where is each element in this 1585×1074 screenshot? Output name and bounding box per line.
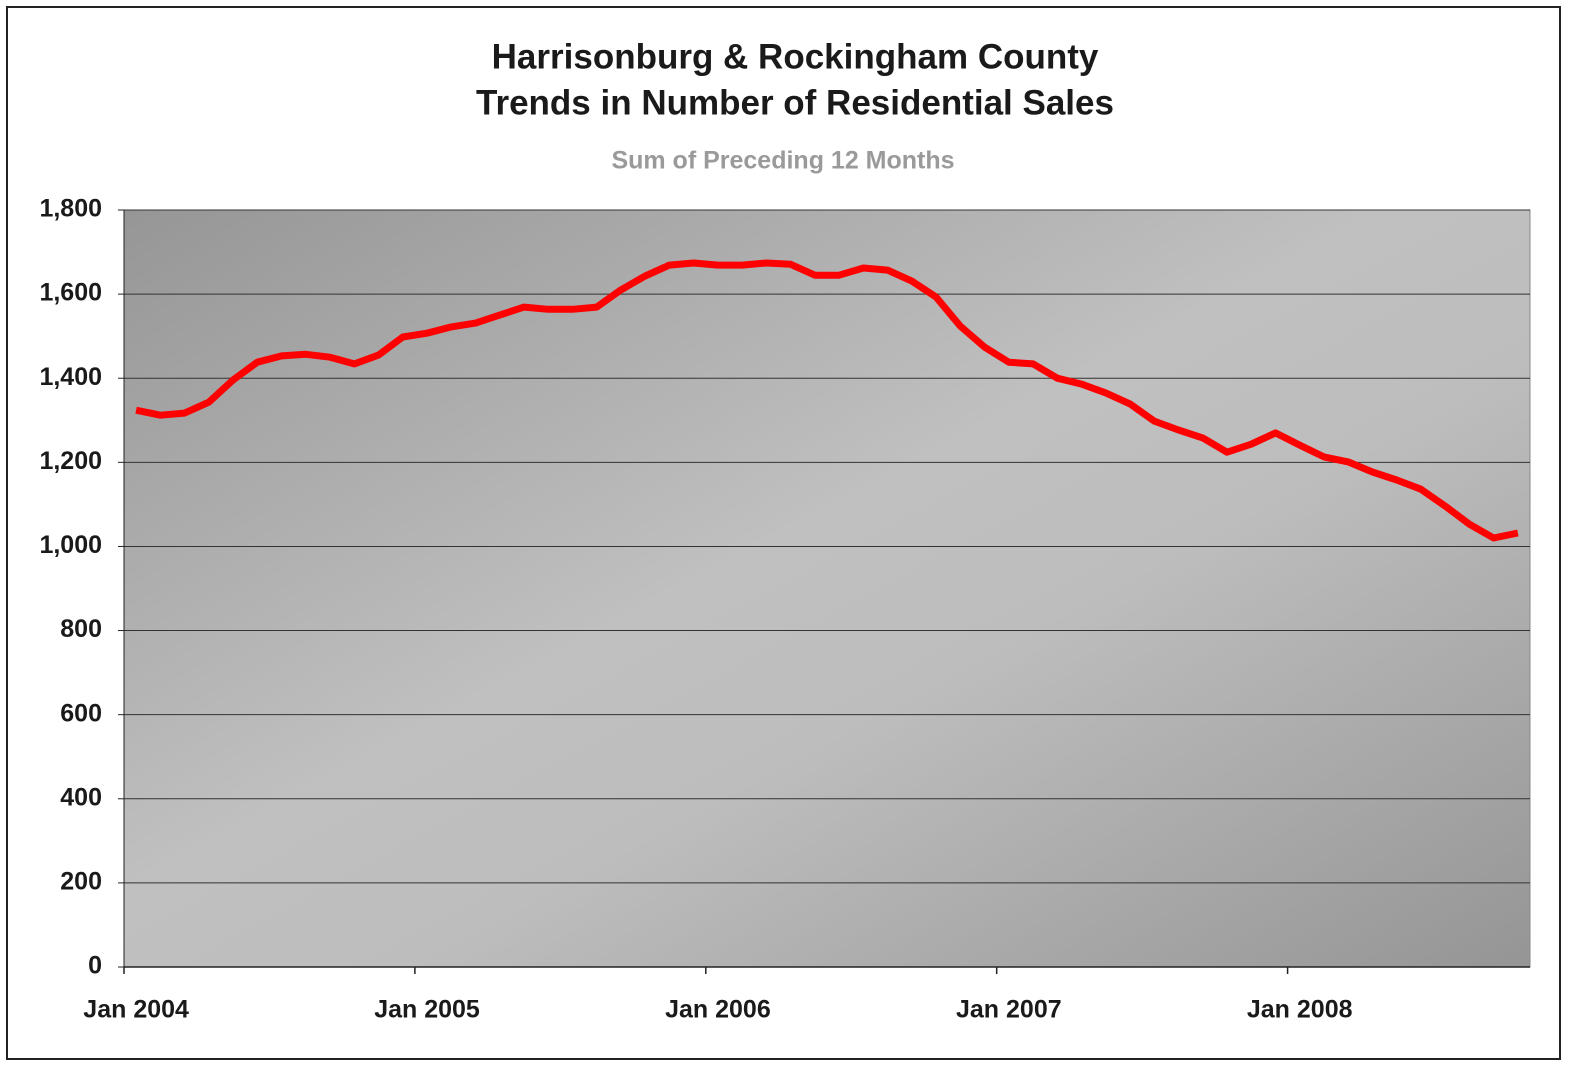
chart-subtitle: Sum of Preceding 12 Months <box>611 147 954 175</box>
y-tick-label: 0 <box>88 952 102 980</box>
x-tick-label: Jan 2006 <box>665 996 771 1024</box>
y-tick-label: 1,000 <box>39 531 102 559</box>
y-tick-label: 800 <box>60 615 102 643</box>
x-tick-label: Jan 2004 <box>83 996 189 1024</box>
x-tick-label: Jan 2007 <box>956 996 1062 1024</box>
chart-title: Trends in Number of Residential Sales <box>476 83 1114 122</box>
y-tick-label: 1,600 <box>39 279 102 307</box>
plot-area <box>123 209 1531 968</box>
y-tick-label: 1,200 <box>39 447 102 475</box>
y-tick-label: 1,400 <box>39 363 102 391</box>
data-line <box>135 259 1519 542</box>
y-tick-label: 200 <box>60 867 102 895</box>
x-tick-label: Jan 2005 <box>374 996 480 1024</box>
chart-title: Harrisonburg & Rockingham County <box>492 37 1099 76</box>
y-tick-label: 1,800 <box>39 195 102 223</box>
x-tick-label: Jan 2008 <box>1247 996 1353 1024</box>
y-tick-label: 600 <box>60 699 102 727</box>
y-tick-label: 400 <box>60 783 102 811</box>
